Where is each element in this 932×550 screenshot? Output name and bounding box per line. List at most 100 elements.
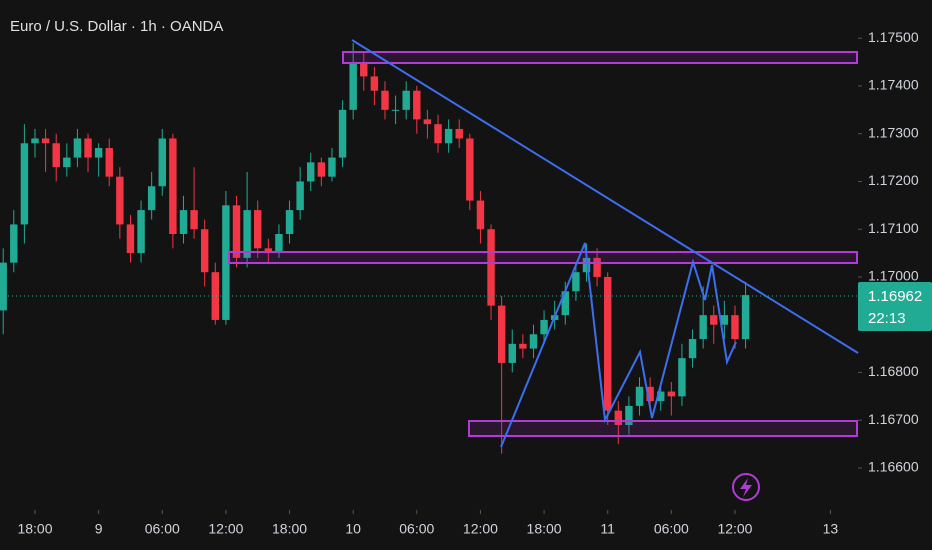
candle-body: [338, 109, 347, 158]
candle-body: [328, 157, 336, 177]
x-tick-label: 18:00: [272, 521, 307, 537]
x-tick-label: 9: [95, 521, 103, 537]
candle-body: [41, 138, 50, 144]
candle-body: [413, 90, 421, 120]
y-tick-label: 1.16600: [868, 459, 919, 475]
candle-body: [211, 272, 220, 320]
candle-body: [497, 305, 506, 363]
candle-body: [519, 343, 527, 349]
alert-icon[interactable]: [732, 473, 760, 501]
candle-body: [63, 157, 71, 168]
candle-body: [561, 291, 569, 316]
candle-body: [593, 257, 601, 277]
candle-body: [317, 162, 326, 177]
middle-zone: [228, 251, 858, 264]
candle-body: [179, 210, 188, 234]
countdown: 22:13: [868, 310, 906, 327]
candle-body: [349, 62, 357, 110]
candle-body: [614, 410, 623, 425]
candle-body: [688, 339, 697, 359]
candle-body: [20, 143, 29, 225]
candle-body: [296, 181, 304, 211]
price-tag: 1.16962: [868, 288, 922, 305]
candle-body: [423, 119, 432, 125]
x-tick-label: 13: [823, 521, 839, 537]
x-tick-label: 12:00: [717, 521, 752, 537]
candle-body: [434, 124, 442, 144]
drawings: [228, 39, 859, 448]
y-tick-label: 1.17100: [868, 220, 919, 236]
candle-body: [31, 138, 39, 144]
x-tick-label: 18:00: [527, 521, 562, 537]
zigzag-pattern: [500, 242, 737, 448]
candle-body: [84, 138, 92, 158]
candle-body: [381, 90, 389, 110]
candle-body: [126, 224, 135, 254]
x-tick-label: 11: [600, 521, 615, 537]
candle-body: [116, 176, 124, 225]
candle-body: [105, 148, 113, 177]
resistance-zone: [342, 51, 858, 64]
candle-body: [625, 405, 633, 425]
candle-body: [147, 186, 156, 211]
candle-body: [243, 210, 251, 258]
candle-body: [741, 295, 750, 340]
candle-body: [94, 148, 103, 158]
price-tag-box: [858, 282, 932, 331]
x-tick-label: 12:00: [208, 521, 243, 537]
y-tick-label: 1.17000: [868, 268, 919, 284]
candle-body: [232, 205, 241, 258]
x-tick-label: 18:00: [17, 521, 52, 537]
candle-body: [0, 262, 7, 311]
y-tick-label: 1.16800: [868, 363, 919, 379]
candle-body: [360, 62, 368, 77]
candle-body: [678, 358, 686, 397]
candle-body: [646, 386, 654, 402]
candle-body: [275, 233, 283, 254]
y-tick-label: 1.17500: [868, 29, 919, 45]
y-tick-label: 1.16700: [868, 411, 919, 427]
candle-body: [508, 343, 516, 363]
x-tick-label: 06:00: [399, 521, 434, 537]
x-tick-label: 12:00: [463, 521, 498, 537]
candle-body: [391, 109, 400, 111]
candle-body: [307, 162, 315, 182]
candle-body: [158, 138, 166, 187]
candle-body: [603, 276, 612, 411]
candle-body: [635, 386, 644, 406]
candle-body: [52, 143, 60, 168]
candle-body: [137, 210, 145, 254]
candle-body: [254, 210, 262, 249]
candle-body: [370, 76, 379, 91]
chart-title: Euro / U.S. Dollar · 1h · OANDA: [10, 18, 223, 35]
candle-body: [200, 229, 209, 273]
candle-body: [731, 315, 739, 340]
candle-body: [540, 319, 548, 335]
candle-body: [73, 138, 82, 158]
candle-body: [699, 315, 707, 340]
x-tick-label: 06:00: [654, 521, 689, 537]
candle-body: [710, 315, 718, 325]
candle-body: [487, 229, 495, 306]
support-zone: [468, 420, 858, 437]
x-tick-label: 06:00: [145, 521, 180, 537]
candle-body: [572, 272, 580, 292]
axes: 1.17500 1.17400 1.17300 1.17200 1.17100 1.170…: [17, 29, 918, 537]
candle-body: [264, 248, 273, 254]
candle-body: [529, 334, 538, 349]
x-tick-label: 10: [345, 521, 361, 537]
alert-bolt[interactable]: [740, 478, 752, 497]
candle-body: [476, 200, 485, 230]
candle-body: [169, 138, 177, 234]
y-tick-label: 1.17400: [868, 77, 919, 93]
alert-circle[interactable]: [732, 473, 760, 501]
candle-body: [455, 128, 463, 139]
candle-body: [190, 210, 198, 230]
candle-body: [720, 315, 729, 325]
candle-body: [10, 224, 18, 263]
candle-body: [222, 205, 230, 320]
candle-body: [285, 210, 294, 234]
candle-body: [402, 90, 410, 110]
